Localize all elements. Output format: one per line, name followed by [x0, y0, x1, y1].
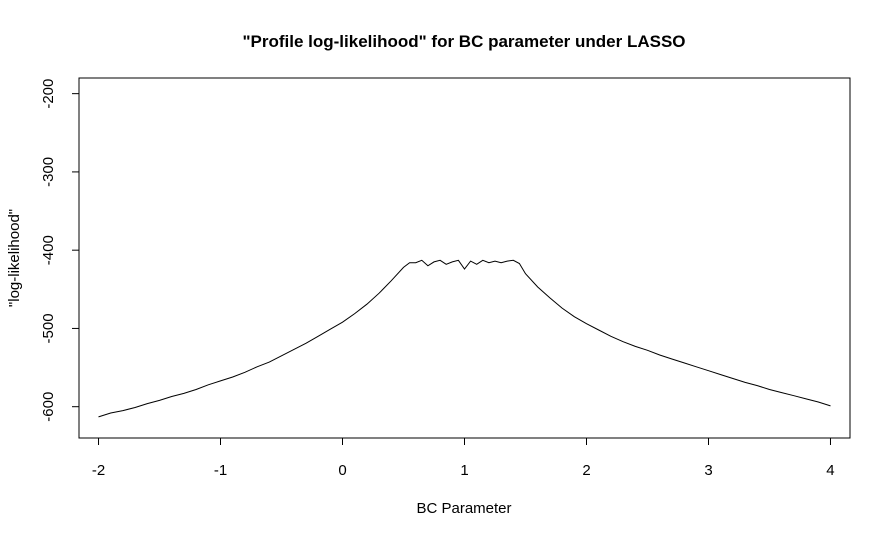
y-axis-label: "log-likelihood" — [6, 209, 23, 307]
x-tick-label: 3 — [704, 462, 712, 479]
x-tick-label: 1 — [460, 462, 468, 479]
y-tick-label: -500 — [40, 313, 57, 343]
y-tick-label: -200 — [40, 79, 57, 109]
y-tick-label: -600 — [40, 392, 57, 422]
y-tick-label: -400 — [40, 235, 57, 265]
x-tick-label: 2 — [582, 462, 590, 479]
x-tick-label: -2 — [92, 462, 105, 479]
plot-frame — [78, 77, 851, 439]
x-tick-label: -1 — [214, 462, 227, 479]
series-line — [98, 259, 831, 418]
y-axis: -600 -500 -400 -300 -200 — [40, 79, 80, 422]
x-axis: -2 -1 0 1 2 3 4 — [92, 437, 835, 479]
y-tick-label: -300 — [40, 157, 57, 187]
x-tick-label: 4 — [826, 462, 834, 479]
x-axis-label: BC Parameter — [416, 500, 511, 517]
x-tick-label: 0 — [338, 462, 346, 479]
chart-title: "Profile log-likelihood" for BC paramete… — [242, 32, 685, 51]
